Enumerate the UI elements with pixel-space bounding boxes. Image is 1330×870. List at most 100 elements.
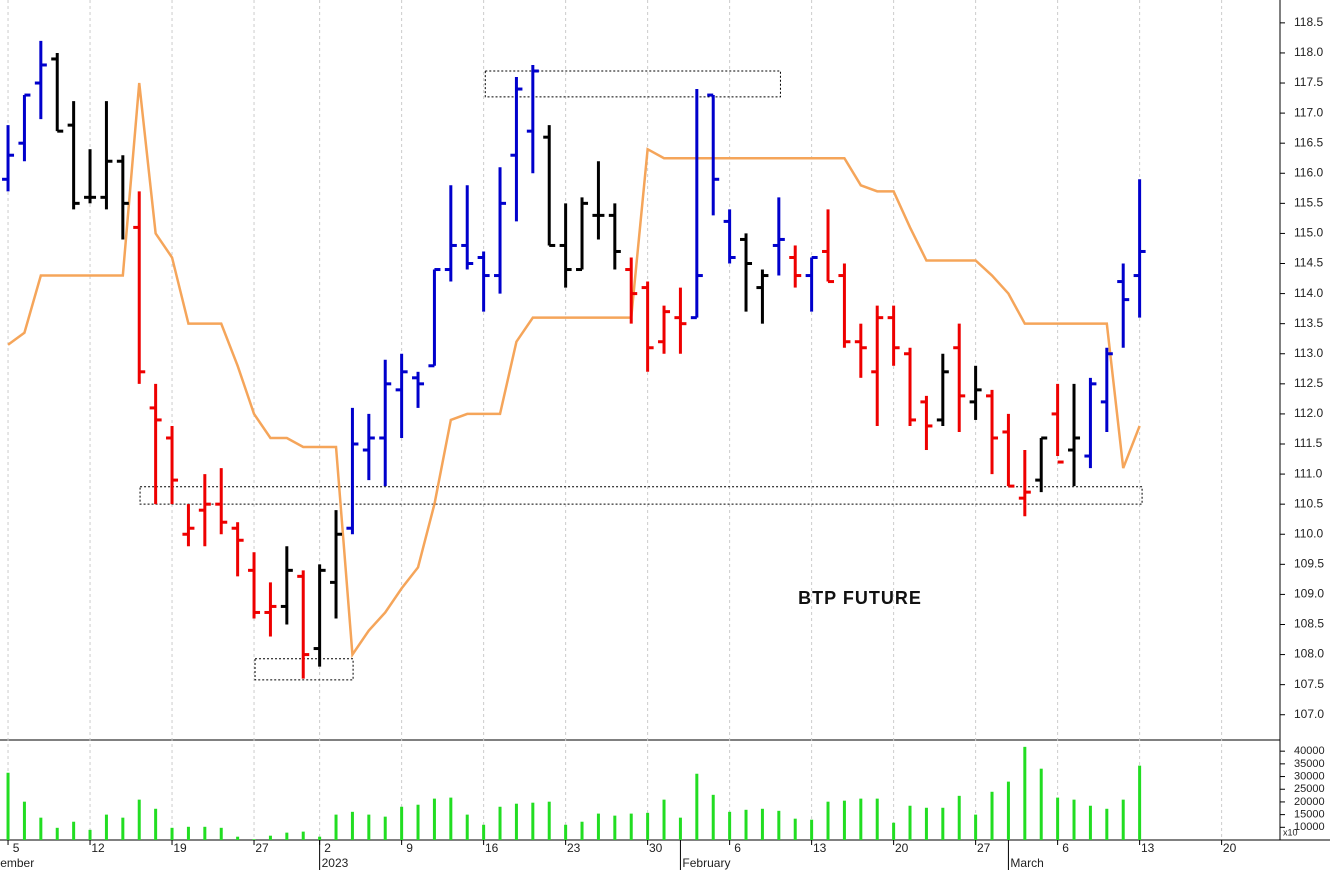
- x-tick-label: 12: [91, 841, 105, 855]
- y-tick-label: 15000: [1294, 809, 1325, 821]
- volume-bar: [137, 799, 141, 840]
- volume-bar: [186, 826, 190, 840]
- zone-box: [484, 70, 781, 98]
- volume-bar: [400, 806, 404, 840]
- y-tick-label: 40000: [1294, 745, 1325, 757]
- y-tick-label: 112.0: [1294, 406, 1323, 420]
- volume-bar: [72, 821, 76, 840]
- y-tick-label: 108.5: [1294, 617, 1324, 631]
- volume-bar: [1039, 768, 1043, 840]
- volume-bar: [990, 791, 994, 840]
- volume-bar: [711, 794, 715, 840]
- x-tick-label: 27: [255, 841, 269, 855]
- volume-bar: [744, 809, 748, 840]
- x-tick-label: 6: [1062, 841, 1069, 855]
- zone-box: [139, 486, 1143, 505]
- volume-bar: [55, 827, 59, 840]
- volume-bar: [941, 807, 945, 840]
- volume-bar: [514, 803, 518, 840]
- volume-bar: [432, 798, 436, 840]
- volume-bar: [203, 826, 207, 840]
- volume-bar: [1006, 781, 1010, 840]
- volume-bar: [318, 836, 322, 840]
- volume-bar: [842, 800, 846, 840]
- volume-bar: [6, 772, 10, 840]
- volume-bar: [875, 798, 879, 840]
- month-label: February: [682, 856, 730, 870]
- volume-bar: [301, 831, 305, 840]
- volume-bar: [170, 827, 174, 840]
- x-tick-label: 6: [734, 841, 741, 855]
- y-tick-label: 118.5: [1294, 15, 1323, 29]
- volume-bar: [810, 819, 814, 840]
- volume-bar: [957, 795, 961, 840]
- volume-bar: [367, 814, 371, 840]
- volume-bar: [219, 827, 223, 840]
- y-tick-label: 115.5: [1294, 196, 1323, 210]
- volume-bar: [1088, 805, 1092, 840]
- y-tick-label: 109.0: [1294, 587, 1324, 601]
- volume-bar: [252, 839, 256, 840]
- volume-bar: [826, 801, 830, 840]
- y-tick-label: 114.5: [1294, 256, 1323, 270]
- y-tick-label: 109.5: [1294, 556, 1324, 570]
- volume-bar: [236, 836, 240, 840]
- x-tick-label: 13: [813, 841, 827, 855]
- y-tick-label: 25000: [1294, 783, 1325, 795]
- y-tick-label: 117.0: [1294, 105, 1323, 119]
- y-tick-label: 107.0: [1294, 707, 1324, 721]
- y-tick-label: 108.0: [1294, 647, 1324, 661]
- x-tick-label: 19: [173, 841, 187, 855]
- volume-bar: [350, 811, 354, 840]
- volume-bar: [465, 814, 469, 840]
- y-tick-label: 107.5: [1294, 677, 1324, 691]
- month-label: ember: [0, 856, 34, 870]
- signal-line: [7, 82, 1141, 659]
- x-tick-label: 9: [406, 841, 413, 855]
- volume-bar: [154, 808, 158, 840]
- x-tick-label: 20: [895, 841, 909, 855]
- volume-bar: [1105, 808, 1109, 840]
- volume-bar: [88, 829, 92, 840]
- volume-bar: [859, 798, 863, 840]
- volume-bar: [580, 821, 584, 840]
- x-tick-label: 5: [13, 841, 20, 855]
- y-tick-label: 10000: [1294, 821, 1325, 833]
- volume-bar: [629, 813, 633, 840]
- volume-bar: [646, 812, 650, 840]
- y-tick-label: 115.0: [1294, 226, 1323, 240]
- volume-bar: [892, 822, 896, 840]
- x-tick-label: 13: [1141, 841, 1155, 855]
- volume-bar: [547, 801, 551, 840]
- volume-bar: [334, 814, 338, 840]
- volume-bar: [760, 808, 764, 840]
- volume-bar: [777, 810, 781, 840]
- volume-bar: [662, 799, 666, 840]
- volume-bar: [728, 811, 732, 840]
- volume-bar: [39, 817, 43, 840]
- volume-bar: [1056, 797, 1060, 840]
- y-tick-label: 118.0: [1294, 45, 1323, 59]
- x-tick-label: 20: [1223, 841, 1237, 855]
- y-tick-label: 116.5: [1294, 135, 1323, 149]
- volume-bar: [383, 816, 387, 840]
- month-label: 2023: [322, 856, 349, 870]
- volume-bar: [974, 814, 978, 840]
- volume-bar: [678, 817, 682, 840]
- volume-bar: [1023, 746, 1027, 840]
- volume-bar: [793, 818, 797, 840]
- volume-bar: [416, 804, 420, 840]
- y-tick-label: 35000: [1294, 758, 1325, 770]
- x-tick-label: 27: [977, 841, 991, 855]
- x-tick-label: 23: [567, 841, 581, 855]
- y-tick-label: 113.0: [1294, 346, 1323, 360]
- y-tick-label: 20000: [1294, 796, 1325, 808]
- volume-bar: [268, 835, 272, 840]
- volume-bar: [613, 815, 617, 840]
- y-tick-label: 30000: [1294, 770, 1325, 782]
- chart-title: BTP FUTURE: [798, 588, 922, 608]
- y-tick-label: 111.0: [1294, 466, 1323, 480]
- volume-bar: [121, 817, 125, 840]
